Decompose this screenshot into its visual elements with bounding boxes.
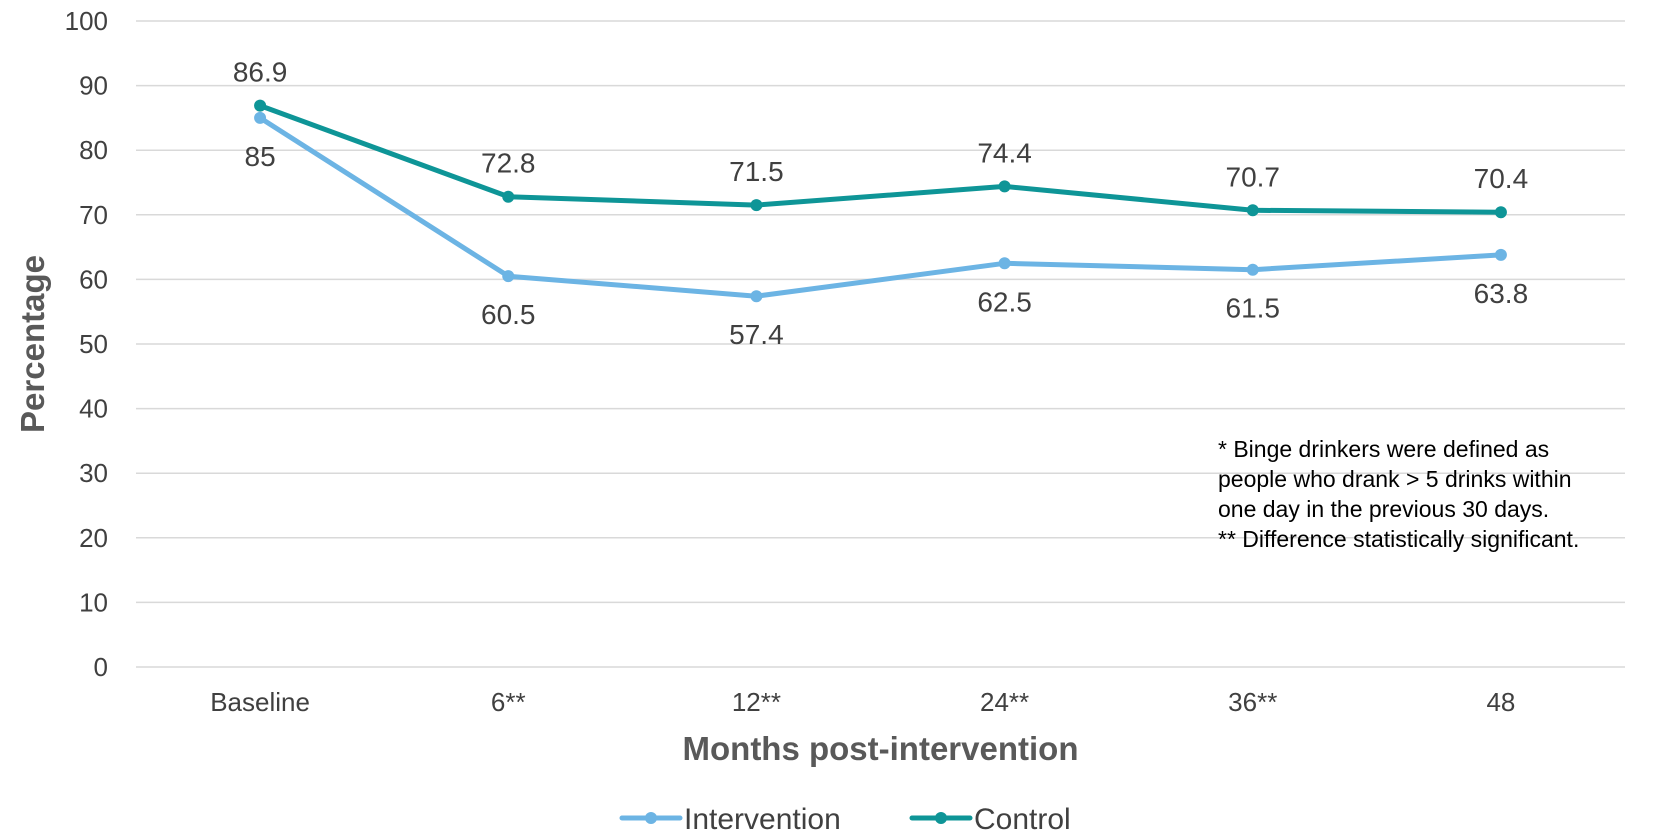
footnote-line: ** Difference statistically significant. [1218, 526, 1580, 552]
data-label-intervention: 85 [245, 141, 276, 172]
legend-label: Control [974, 803, 1071, 836]
y-tick-label: 90 [79, 71, 108, 101]
data-point-intervention [502, 270, 515, 283]
data-label-control: 70.4 [1474, 163, 1529, 194]
series-line-control [257, 103, 1504, 215]
legend-swatch-marker [645, 812, 657, 824]
data-label-control: 71.5 [729, 156, 784, 187]
series-line-intervention [257, 115, 1504, 299]
y-tick-label: 20 [79, 523, 108, 553]
data-label-control: 86.9 [233, 57, 288, 88]
y-tick-label: 10 [79, 587, 108, 617]
data-point-intervention [998, 257, 1011, 270]
y-tick-label: 60 [79, 264, 108, 294]
data-point-intervention [1494, 248, 1507, 261]
footnote-line: * Binge drinkers were defined as [1218, 436, 1550, 462]
x-tick-label: 48 [1486, 687, 1515, 717]
x-tick-label: 36** [1228, 687, 1277, 717]
y-tick-label: 70 [79, 200, 108, 230]
data-point-control [254, 99, 267, 112]
x-tick-label: 6** [491, 687, 526, 717]
legend-swatch-marker [935, 812, 947, 824]
x-tick-label: 24** [980, 687, 1029, 717]
data-label-intervention: 57.4 [729, 319, 784, 350]
data-point-control [1494, 206, 1507, 219]
footnote-line: one day in the previous 30 days. [1218, 496, 1550, 522]
y-tick-label: 30 [79, 458, 108, 488]
y-axis-title: Percentage [14, 255, 51, 433]
data-point-control [750, 199, 763, 212]
y-tick-label: 40 [79, 394, 108, 424]
footnote-annotation: * Binge drinkers were defined as people … [1218, 434, 1648, 554]
data-point-intervention [254, 111, 267, 124]
data-point-control [502, 190, 515, 203]
data-point-control [1246, 204, 1259, 217]
y-tick-label: 0 [94, 652, 108, 682]
y-tick-label: 80 [79, 135, 108, 165]
data-point-intervention [1246, 263, 1259, 276]
y-tick-label: 50 [79, 329, 108, 359]
footnote-line: people who drank > 5 drinks within [1218, 466, 1572, 492]
legend-label: Intervention [684, 803, 841, 836]
data-point-control [998, 180, 1011, 193]
data-label-control: 72.8 [481, 148, 536, 179]
data-label-intervention: 62.5 [977, 286, 1032, 317]
data-label-control: 70.7 [1226, 161, 1281, 192]
data-label-intervention: 61.5 [1226, 293, 1281, 324]
x-tick-label: 12** [732, 687, 781, 717]
y-tick-label: 100 [65, 6, 108, 36]
data-label-intervention: 63.8 [1474, 278, 1529, 309]
x-tick-label: Baseline [210, 687, 310, 717]
x-axis-title: Months post-intervention [683, 730, 1079, 767]
data-label-intervention: 60.5 [481, 299, 536, 330]
data-point-intervention [750, 290, 763, 303]
data-label-control: 74.4 [977, 137, 1032, 168]
